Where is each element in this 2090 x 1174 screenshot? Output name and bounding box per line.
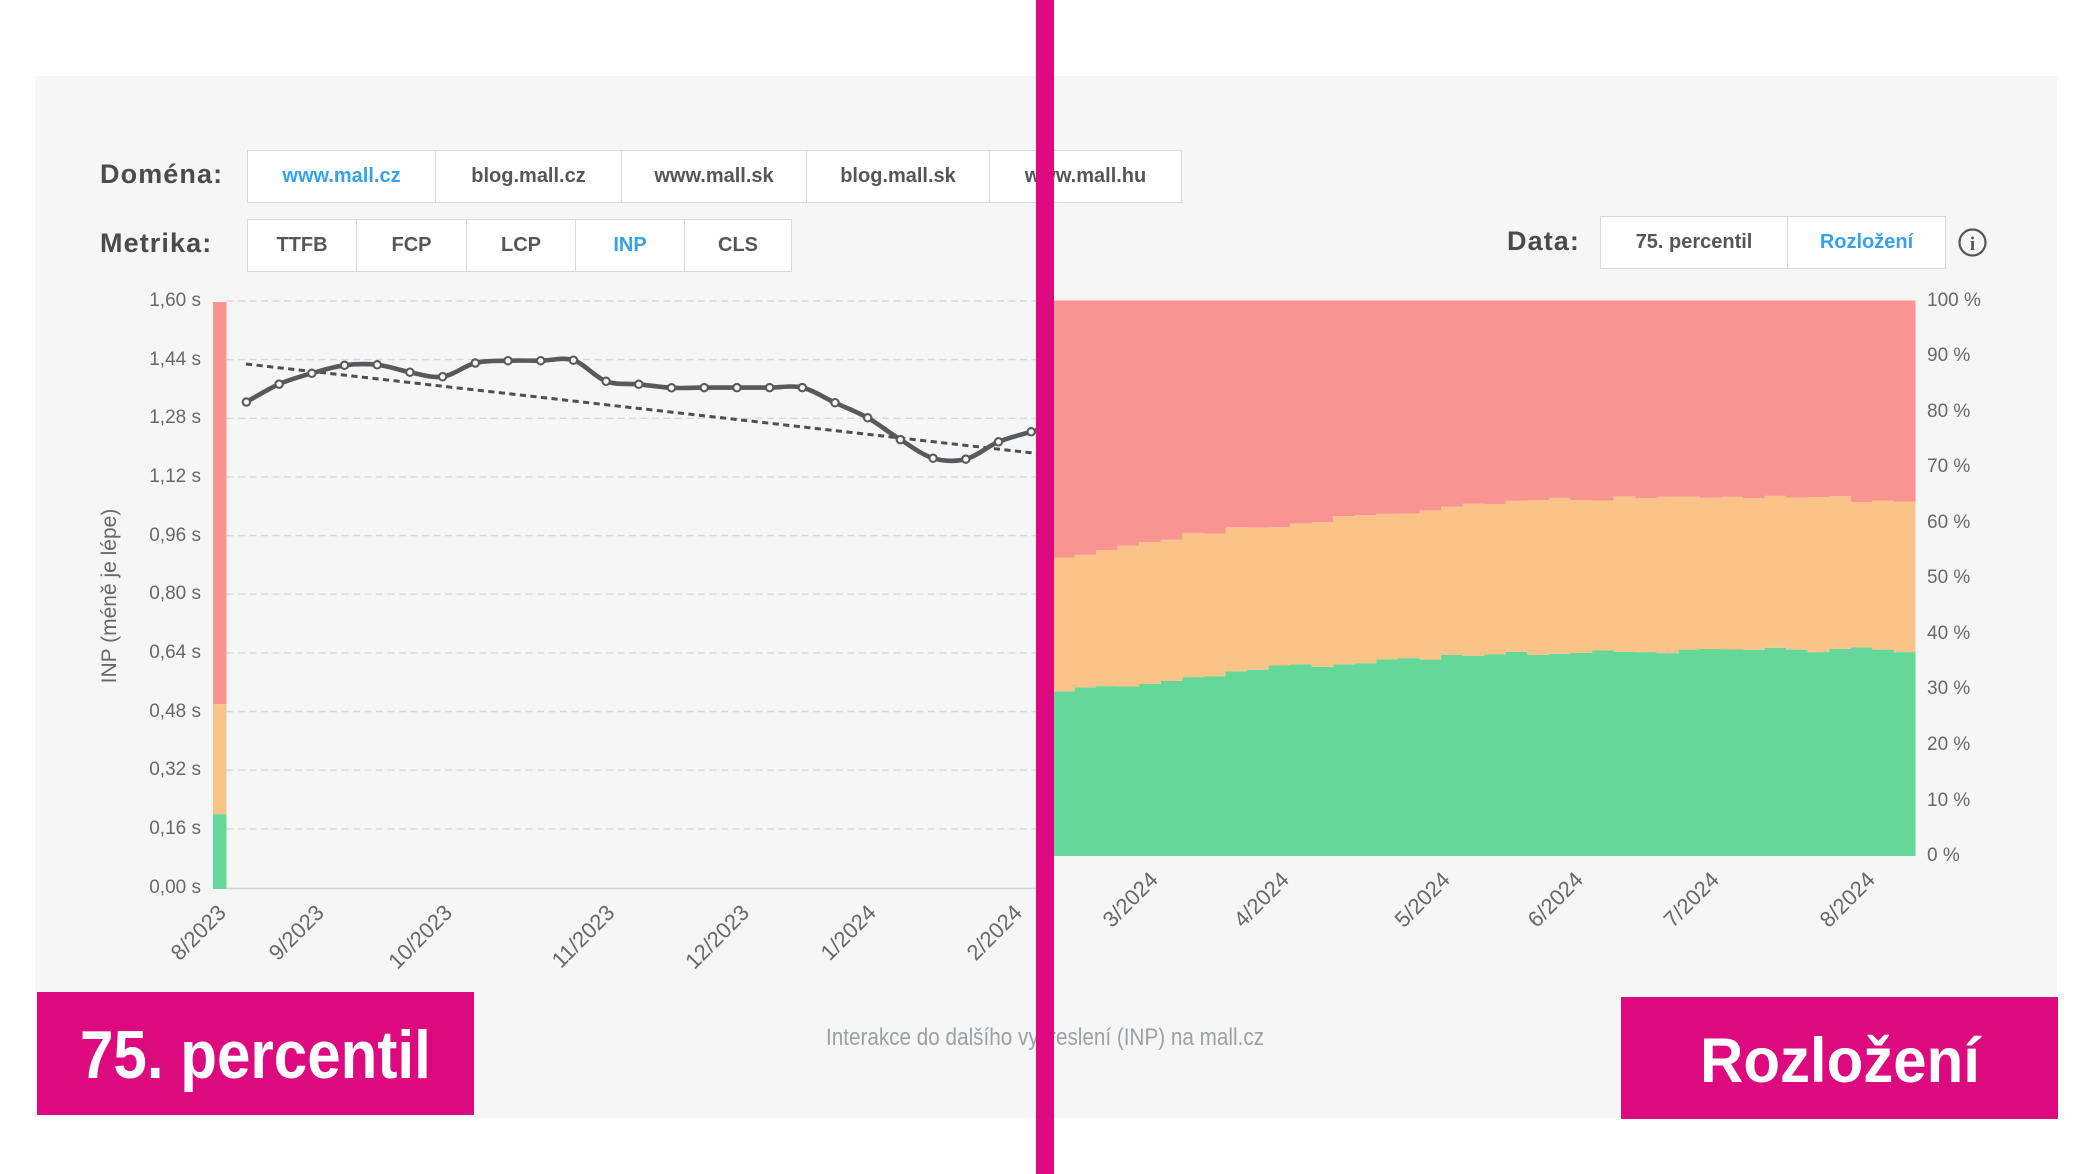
svg-text:i: i <box>1970 234 1975 255</box>
